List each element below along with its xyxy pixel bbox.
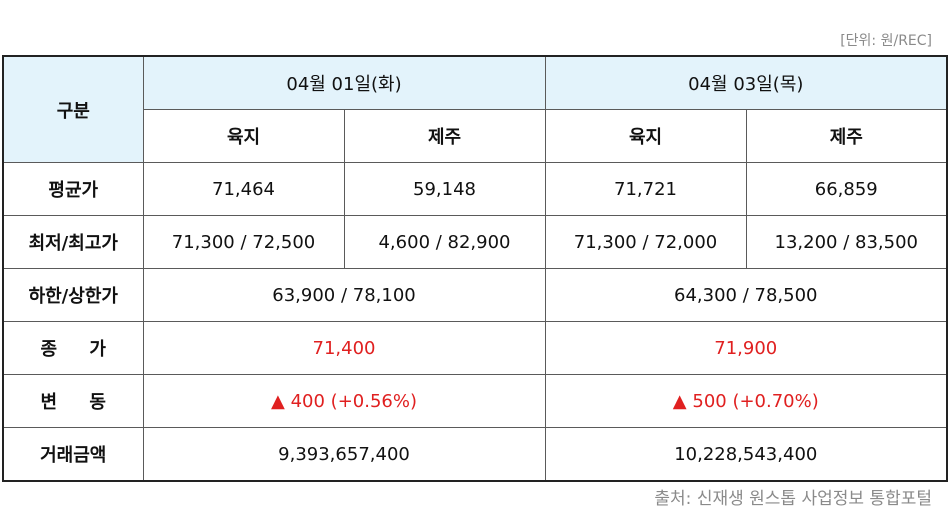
cell: 59,148	[343, 162, 546, 216]
sub-header-jeju-2: 제주	[745, 109, 948, 163]
table-row: 하한/상한가 63,900 / 78,100 64,300 / 78,500	[2, 268, 948, 322]
cell: 71,400	[142, 321, 546, 375]
cell: 71,721	[544, 162, 747, 216]
rec-price-table: 구분 04월 01일(화) 04월 03일(목) 육지 제주 육지 제주 평균가…	[2, 55, 949, 482]
cell: 71,300 / 72,000	[544, 215, 747, 269]
row-label-limit: 하한/상한가	[2, 268, 144, 322]
date1-header: 04월 01일(화)	[142, 55, 546, 110]
cell: 71,300 / 72,500	[142, 215, 345, 269]
row-label-close: 종 가	[2, 321, 144, 375]
cell: 66,859	[745, 162, 948, 216]
cell: 71,464	[142, 162, 345, 216]
cell: ▲ 400 (+0.56%)	[142, 374, 546, 428]
row-label-minmax: 최저/최고가	[2, 215, 144, 269]
cell: 10,228,543,400	[544, 427, 948, 482]
cell: 64,300 / 78,500	[544, 268, 948, 322]
table-row: 최저/최고가 71,300 / 72,500 4,600 / 82,900 71…	[2, 215, 948, 269]
sub-header-land-1: 육지	[142, 109, 345, 163]
row-label-volume: 거래금액	[2, 427, 144, 482]
table-row: 거래금액 9,393,657,400 10,228,543,400	[2, 427, 948, 482]
sub-header-land-2: 육지	[544, 109, 747, 163]
cell: 71,900	[544, 321, 948, 375]
table-row: 평균가 71,464 59,148 71,721 66,859	[2, 162, 948, 216]
cell: 4,600 / 82,900	[343, 215, 546, 269]
date2-header: 04월 03일(목)	[544, 55, 948, 110]
table-row: 변 동 ▲ 400 (+0.56%) ▲ 500 (+0.70%)	[2, 374, 948, 428]
sub-header-jeju-1: 제주	[343, 109, 546, 163]
cell: ▲ 500 (+0.70%)	[544, 374, 948, 428]
source-note: 출처: 신재생 원스톱 사업정보 통합포털	[654, 489, 932, 509]
table-row: 종 가 71,400 71,900	[2, 321, 948, 375]
cell: 13,200 / 83,500	[745, 215, 948, 269]
row-label-avg: 평균가	[2, 162, 144, 216]
cell: 9,393,657,400	[142, 427, 546, 482]
corner-header: 구분	[2, 55, 144, 163]
cell: 63,900 / 78,100	[142, 268, 546, 322]
row-label-change: 변 동	[2, 374, 144, 428]
unit-label: [단위: 원/REC]	[840, 33, 932, 49]
